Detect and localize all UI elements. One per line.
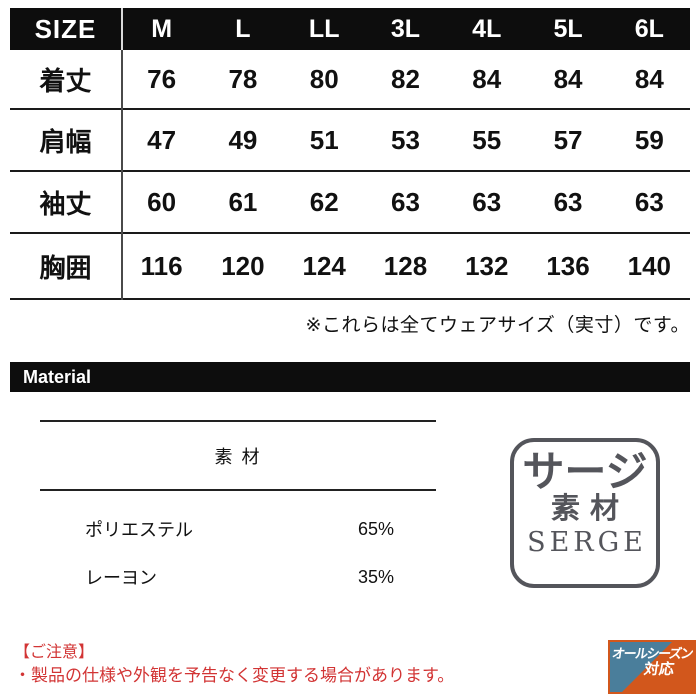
table-column-divider (121, 50, 123, 300)
table-cell: 140 (627, 250, 672, 281)
row-label: 肩幅 (39, 126, 92, 157)
size-header-label: SIZE (34, 13, 97, 44)
material-rows: ポリエステル 65% レーヨン 35% (40, 491, 436, 589)
table-cell: 136 (546, 250, 590, 281)
size-chart-header-row: SIZE M L LL 3L 4L 5L 6L (10, 8, 690, 50)
table-cell: 60 (147, 186, 177, 217)
table-cell: 78 (228, 63, 258, 94)
all-season-badge-line1: オールシーズン (611, 646, 694, 661)
material-section-header: Material (10, 362, 690, 392)
size-column-header: 5L (553, 14, 583, 43)
material-percent: 65% (357, 518, 394, 539)
row-label: 袖丈 (39, 188, 92, 219)
material-row: ポリエステル 65% (40, 517, 436, 541)
table-row-body-length: 着丈 76 78 80 82 84 84 84 (10, 50, 690, 110)
size-column-header: 4L (472, 14, 502, 43)
table-cell: 128 (383, 250, 428, 281)
table-cell: 53 (391, 124, 420, 155)
table-cell: 120 (221, 250, 265, 281)
table-cell: 63 (472, 186, 502, 217)
material-percent: 35% (357, 566, 394, 587)
all-season-badge: オールシーズン 対応 (608, 640, 696, 694)
table-cell: 51 (309, 124, 339, 155)
serge-badge-line3: SERGE (527, 527, 647, 559)
table-cell: 76 (147, 63, 177, 94)
material-name: ポリエステル (85, 520, 193, 540)
size-column-header: 3L (390, 14, 421, 43)
table-cell: 84 (553, 63, 583, 94)
material-row: レーヨン 35% (40, 565, 436, 589)
table-row-shoulder-width: 肩幅 47 49 51 53 55 57 59 (10, 110, 690, 172)
table-cell: 61 (228, 186, 258, 217)
size-column-header: LL (308, 14, 340, 43)
table-cell: 55 (472, 124, 502, 155)
size-column-header: M (151, 14, 173, 43)
table-cell: 84 (634, 63, 664, 94)
caution-line: ・製品の仕様や外観を予告なく変更する場合があります。 (14, 666, 455, 686)
table-cell: 84 (472, 63, 502, 94)
material-table-title: 素 材 (40, 422, 436, 491)
size-chart-table: SIZE M L LL 3L 4L 5L 6L 着丈 76 78 80 82 8… (10, 8, 690, 300)
material-name: レーヨン (85, 568, 157, 588)
table-cell: 116 (140, 250, 183, 281)
table-column-divider (121, 8, 123, 50)
all-season-badge-line2: 対応 (642, 661, 676, 679)
table-cell: 63 (553, 186, 583, 217)
material-table: 素 材 ポリエステル 65% レーヨン 35% (40, 420, 436, 613)
table-row-sleeve-length: 袖丈 60 61 62 63 63 63 63 (10, 172, 690, 234)
serge-fabric-badge: サージ 素材 SERGE (510, 438, 660, 588)
caution-title: 【ご注意】 (14, 644, 95, 661)
size-note: ※これらは全てウェアサイズ（実寸）です。 (305, 315, 690, 336)
size-column-header: 6L (634, 14, 664, 43)
table-cell: 57 (553, 124, 583, 155)
table-cell: 62 (309, 186, 339, 217)
table-cell: 47 (147, 124, 177, 155)
row-label: 着丈 (39, 65, 92, 96)
row-label: 胸囲 (39, 252, 92, 283)
caution-notice: 【ご注意】 ・製品の仕様や外観を予告なく変更する場合があります。 (14, 642, 454, 689)
table-cell: 124 (302, 250, 346, 281)
serge-badge-line1: サージ (522, 448, 648, 495)
table-cell: 63 (634, 186, 664, 217)
table-cell: 80 (309, 63, 339, 94)
table-row-chest: 胸囲 116 120 124 128 132 136 140 (10, 234, 690, 300)
serge-badge-line2: 素材 (550, 493, 629, 526)
table-cell: 82 (391, 63, 420, 94)
table-cell: 59 (634, 124, 664, 155)
table-cell: 49 (228, 124, 258, 155)
table-cell: 63 (391, 186, 420, 217)
table-cell: 132 (465, 250, 509, 281)
size-column-header: L (235, 14, 251, 43)
